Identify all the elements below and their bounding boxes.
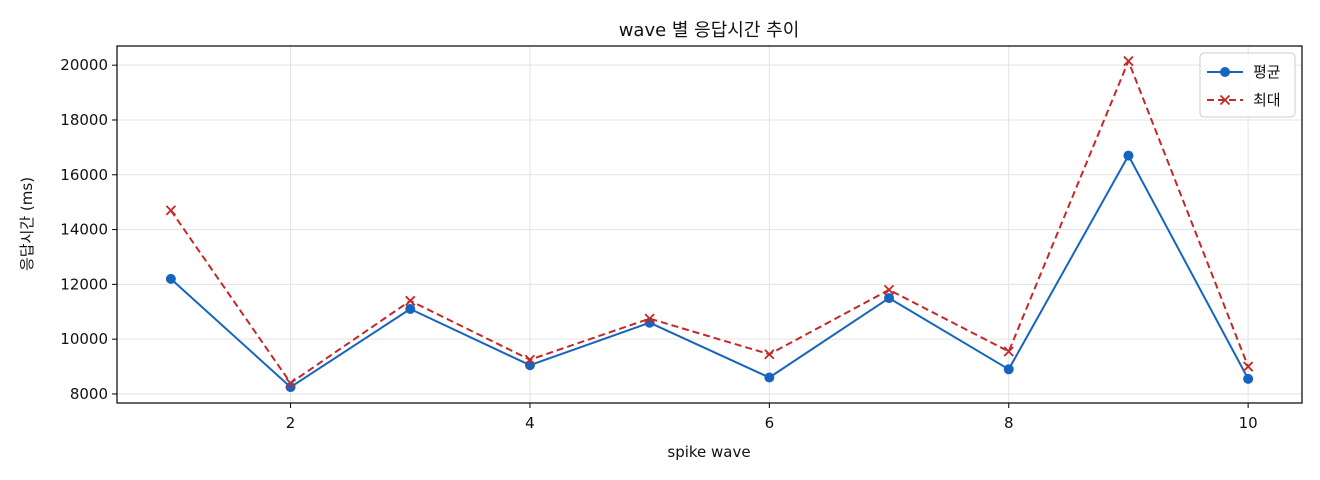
y-tick-label: 18000 (60, 111, 108, 129)
data-point (405, 304, 416, 315)
x-axis-ticks: 2 4 6 8 10 (286, 403, 1258, 432)
x-tick-label: 6 (765, 414, 775, 432)
data-point (1243, 373, 1254, 384)
legend-marker (1220, 67, 1230, 77)
y-axis-label: 응답시간 (ms) (18, 177, 36, 271)
series-layer (165, 55, 1254, 393)
y-axis-ticks: 8000 10000 12000 14000 16000 18000 20000 (60, 56, 117, 403)
series-1 (165, 150, 1254, 393)
data-point (405, 295, 416, 306)
legend-label: 최대 (1253, 91, 1281, 109)
data-point (165, 205, 177, 216)
x-tick-label: 4 (525, 414, 535, 432)
data-point (1123, 150, 1134, 161)
x-tick-label: 8 (1004, 414, 1014, 432)
y-tick-label: 14000 (60, 221, 108, 239)
data-point (884, 293, 895, 304)
legend-marker (1219, 94, 1231, 106)
series-line (170, 154, 1250, 389)
y-tick-label: 10000 (60, 330, 108, 348)
data-point (1123, 55, 1134, 67)
data-point (285, 377, 296, 389)
data-point (764, 372, 775, 383)
data-point (644, 313, 655, 324)
x-tick-label: 10 (1239, 414, 1258, 432)
x-axis-label: spike wave (667, 443, 750, 461)
y-tick-label: 12000 (60, 275, 108, 293)
grid (117, 46, 1302, 403)
data-point (883, 284, 895, 295)
y-tick-label: 20000 (60, 56, 108, 74)
data-point (1243, 361, 1254, 372)
y-tick-label: 16000 (60, 166, 108, 184)
series-2 (165, 55, 1254, 389)
data-point (1003, 346, 1014, 357)
data-point (764, 349, 775, 360)
plot-frame (116, 45, 1303, 404)
legend-label: 평균 (1253, 63, 1281, 81)
legend-box (1199, 52, 1296, 118)
data-point (524, 360, 535, 371)
data-point (1003, 364, 1014, 375)
y-tick-label: 8000 (70, 385, 108, 403)
x-tick-label: 2 (286, 414, 296, 432)
series-line (170, 60, 1250, 384)
data-point (165, 273, 176, 284)
data-point (524, 354, 536, 365)
chart-title: wave 별 응답시간 추이 (619, 20, 800, 41)
